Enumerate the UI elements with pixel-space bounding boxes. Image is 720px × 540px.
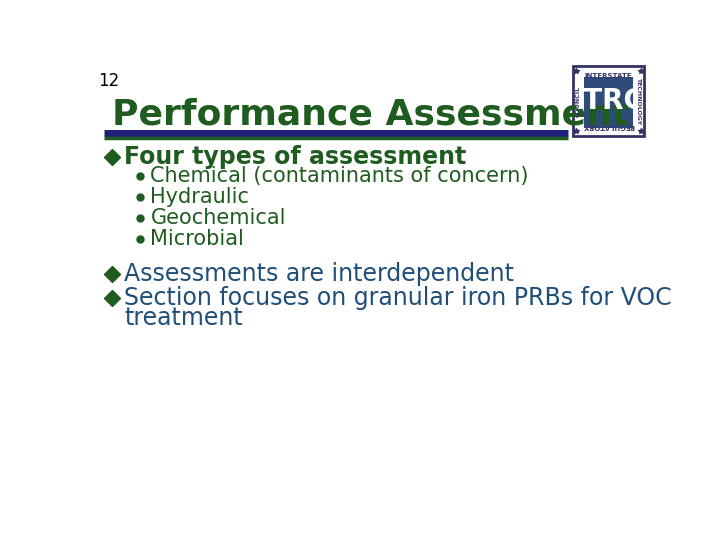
Text: TECHNOLOGY: TECHNOLOGY	[636, 77, 642, 125]
Text: 12: 12	[98, 72, 119, 91]
Text: treatment: treatment	[124, 306, 243, 330]
Text: Performance Assessment: Performance Assessment	[112, 97, 629, 131]
Text: INTERSTATE: INTERSTATE	[585, 72, 632, 78]
Text: Chemical (contaminants of concern): Chemical (contaminants of concern)	[150, 166, 529, 186]
Text: Four types of assessment: Four types of assessment	[124, 145, 467, 169]
Bar	[584, 77, 634, 128]
Text: Microbial: Microbial	[150, 229, 244, 249]
Text: ITRC: ITRC	[573, 87, 644, 115]
Bar	[573, 66, 644, 136]
Text: Geochemical: Geochemical	[150, 208, 286, 228]
Text: REGULATORY: REGULATORY	[582, 124, 634, 130]
Text: Hydraulic: Hydraulic	[150, 187, 249, 207]
Text: Assessments are interdependent: Assessments are interdependent	[124, 262, 514, 286]
Text: COUNCIL: COUNCIL	[576, 85, 581, 117]
Text: Section focuses on granular iron PRBs for VOC: Section focuses on granular iron PRBs fo…	[124, 286, 672, 310]
